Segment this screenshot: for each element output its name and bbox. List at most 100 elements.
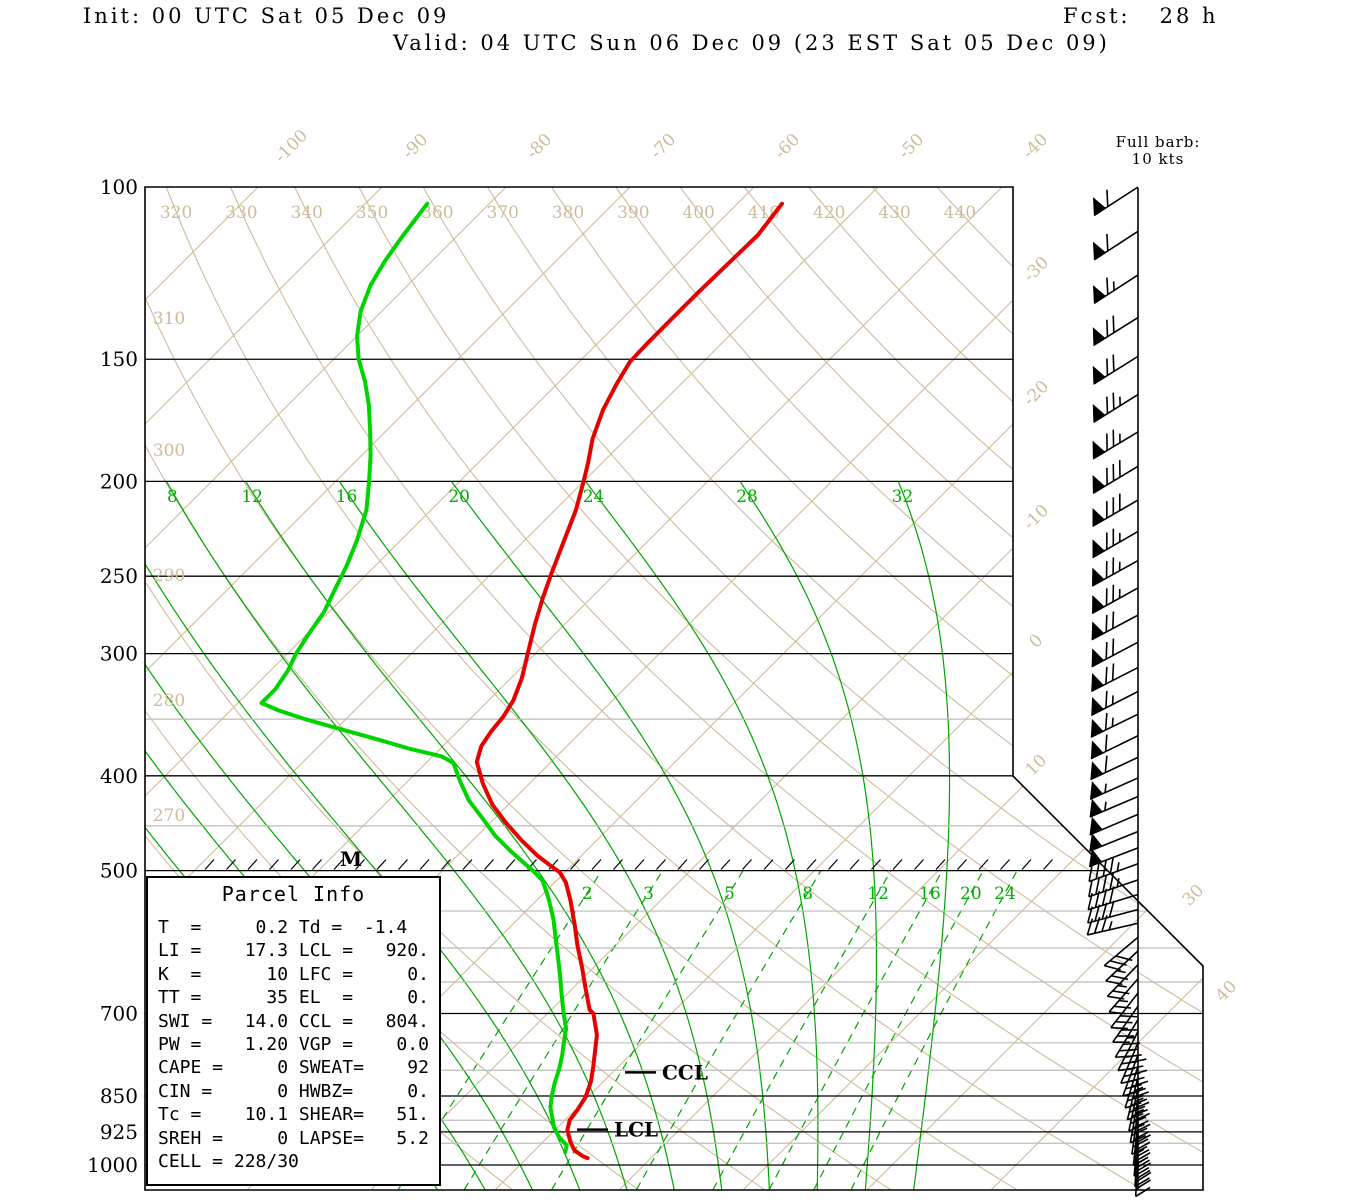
chart-label: 360	[421, 203, 453, 223]
chart-label: -60	[771, 130, 805, 164]
chart-label: -20	[1020, 377, 1054, 411]
chart-label: 16	[919, 884, 941, 904]
wind-barb	[1092, 315, 1139, 347]
wind-barb	[1089, 813, 1139, 836]
wind-barb	[1092, 186, 1139, 217]
wind-barb-legend: Full barb: 10 kts	[1098, 134, 1218, 168]
chart-label: 3	[643, 884, 654, 904]
wind-barb	[1092, 460, 1139, 494]
wind-barb	[1089, 830, 1139, 852]
chart-label: 32	[892, 487, 914, 507]
wind-barb	[1091, 557, 1139, 587]
parcel-info-box: Parcel Info T = 0.2 Td = -1.4 LI = 17.3 L…	[146, 876, 441, 1186]
parcel-info-row: LI = 17.3 LCL = 920.	[158, 940, 429, 962]
wind-barb	[1092, 528, 1139, 559]
chart-label: 300	[153, 441, 185, 461]
chart-label: M	[340, 847, 362, 871]
chart-label: 850	[100, 1084, 138, 1108]
wind-barb-legend-line1: Full barb:	[1115, 133, 1201, 151]
chart-label: 340	[290, 203, 322, 223]
wind-barbs	[1086, 186, 1152, 1198]
chart-label: 310	[153, 309, 185, 329]
wind-barb	[1092, 392, 1139, 423]
chart-label: 2	[582, 884, 593, 904]
chart-label: 150	[100, 347, 138, 371]
wind-barb	[1092, 274, 1139, 305]
chart-label: 5	[724, 884, 735, 904]
plot-border	[144, 186, 1204, 1191]
parcel-info-title: Parcel Info	[221, 882, 366, 906]
chart-label: 12	[241, 487, 263, 507]
wind-barb	[1128, 1087, 1150, 1132]
wind-barb-legend-line2: 10 kts	[1131, 150, 1185, 168]
wind-barb	[1132, 1121, 1152, 1167]
wind-barb	[1091, 611, 1139, 641]
wind-barb	[1090, 755, 1139, 781]
wind-barb	[1088, 856, 1139, 883]
chart-label: 400	[682, 203, 714, 223]
chart-label: 12	[867, 884, 889, 904]
moist-mixing-labels: 8 12 16 20 24 28 32 2 3 5 8 12 16 20 24	[167, 487, 1016, 904]
moist-adiabats	[145, 481, 951, 1190]
chart-label: 1000	[87, 1153, 138, 1177]
dry-adiabat-labels: 320 330 340 350 360 370 380 390 400 410 420 430 4403…	[153, 203, 976, 826]
chart-label: 20	[960, 884, 982, 904]
chart-label: 300	[100, 642, 138, 666]
valid-time-label: Valid: 04 UTC Sun 06 Dec 09 (23 EST Sat …	[393, 31, 1110, 55]
chart-label: -40	[1019, 130, 1053, 164]
parcel-info-row: CAPE = 0 SWEAT= 92	[158, 1057, 429, 1079]
chart-label: 280	[153, 691, 185, 711]
parcel-info-row: CIN = 0 HWBZ= 0.	[158, 1080, 429, 1102]
chart-label: 440	[944, 203, 976, 223]
chart-label: 28	[736, 487, 758, 507]
wind-barb	[1092, 230, 1139, 261]
parcel-info-row: CELL = 228/30	[158, 1151, 299, 1173]
wind-barb	[1092, 429, 1139, 460]
chart-label: 8	[802, 884, 813, 904]
chart-label: -80	[523, 130, 557, 164]
wind-barb	[1086, 900, 1139, 924]
parcel-info-rows: T = 0.2 Td = -1.4 LI = 17.3 LCL = 920. K =…	[158, 916, 429, 1173]
wind-barb	[1091, 663, 1139, 693]
pressure-axis-labels: 100 150 200 250 300 400 500 700 850 925 1000	[87, 175, 138, 1177]
chart-label: -90	[399, 130, 433, 164]
wind-barb	[1090, 712, 1139, 738]
chart-label: -100	[271, 126, 312, 167]
wind-barb	[1091, 584, 1139, 614]
chart-label: 430	[878, 203, 910, 223]
chart-label: 500	[100, 859, 138, 883]
parcel-info-row: TT = 35 EL = 0.	[158, 987, 429, 1009]
chart-label: 270	[153, 806, 185, 826]
chart-label: 370	[486, 203, 518, 223]
wind-barb	[1091, 690, 1139, 716]
chart-label: 400	[100, 764, 138, 788]
dewpoint-curve	[259, 201, 569, 1155]
parcel-info-row: PW = 1.20 VGP = 0.0	[158, 1034, 429, 1056]
chart-label: 40	[1212, 977, 1241, 1006]
wind-barb	[1089, 777, 1139, 800]
chart-label: -50	[895, 130, 929, 164]
chart-label: 420	[813, 203, 845, 223]
wind-barb	[1112, 1005, 1139, 1044]
chart-label: 380	[552, 203, 584, 223]
chart-label: -30	[1020, 253, 1054, 287]
wind-barb	[1089, 795, 1139, 818]
chart-label: 390	[617, 203, 649, 223]
wind-barb	[1108, 978, 1139, 1015]
chart-label: 200	[100, 469, 138, 493]
chart-label: 16	[336, 487, 358, 507]
hatch-marks-500: M	[204, 847, 1053, 871]
chart-label: -70	[647, 130, 681, 164]
chart-label: 24	[583, 487, 605, 507]
chart-label: 290	[153, 566, 185, 586]
wind-barb	[1110, 992, 1139, 1030]
wind-barb	[1105, 950, 1139, 986]
chart-label: 30	[1179, 881, 1208, 910]
chart-label: 20	[448, 487, 470, 507]
chart-label: 8	[167, 487, 178, 507]
wind-barb	[1090, 734, 1139, 760]
chart-label: CCL	[662, 1060, 708, 1084]
wind-barb	[1092, 354, 1139, 385]
chart-label: 320	[160, 203, 192, 223]
